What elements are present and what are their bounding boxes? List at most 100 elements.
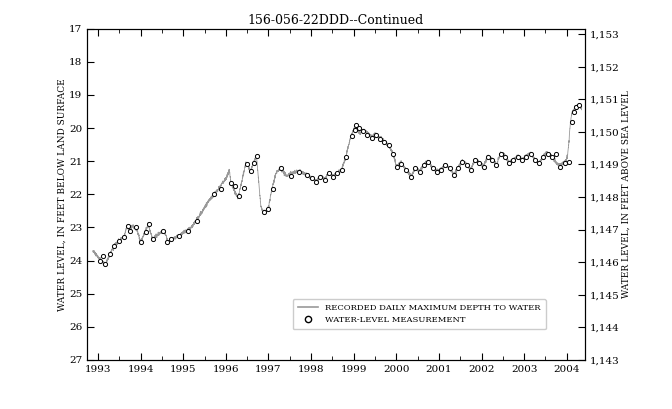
Point (508, 157, 519, 164)
Point (530, 157, 540, 164)
Point (215, 186, 226, 193)
Point (525, 150, 536, 157)
Point (302, 172, 312, 178)
Point (466, 167, 476, 173)
Point (362, 131, 373, 138)
Point (491, 162, 502, 169)
Point (311, 178, 322, 185)
Point (487, 157, 497, 164)
Point (208, 191, 219, 198)
Point (95, 257, 106, 264)
Point (366, 135, 377, 141)
Point (396, 160, 407, 167)
Point (346, 133, 357, 139)
Point (559, 160, 570, 167)
Point (444, 165, 455, 172)
Point (294, 169, 304, 175)
Point (239, 184, 249, 191)
Point (551, 150, 562, 157)
Point (423, 159, 433, 165)
Point (504, 160, 515, 167)
Title: 156-056-22DDD--Continued: 156-056-22DDD--Continued (248, 14, 424, 27)
Point (263, 206, 274, 212)
Point (375, 135, 386, 142)
Point (104, 251, 115, 257)
Point (324, 170, 335, 177)
Point (564, 159, 575, 165)
Point (259, 209, 269, 216)
Point (337, 167, 347, 173)
Point (461, 162, 472, 169)
Point (97, 252, 108, 259)
Point (566, 119, 577, 125)
Point (573, 102, 584, 109)
Point (248, 160, 259, 166)
Point (406, 174, 417, 180)
Y-axis label: WATER LEVEL, IN FEET ABOVE SEA LEVEL: WATER LEVEL, IN FEET ABOVE SEA LEVEL (622, 90, 631, 298)
Point (521, 153, 532, 160)
Point (388, 151, 398, 157)
Point (230, 183, 241, 189)
Point (546, 153, 557, 160)
Point (401, 167, 411, 174)
Point (166, 236, 177, 242)
Point (351, 122, 362, 129)
Point (124, 227, 135, 234)
Point (173, 232, 184, 239)
Point (315, 173, 326, 180)
Point (474, 160, 485, 167)
Point (478, 164, 489, 170)
Point (534, 160, 544, 167)
Point (226, 180, 237, 186)
Y-axis label: WATER LEVEL, IN FEET BELOW LAND SURFACE: WATER LEVEL, IN FEET BELOW LAND SURFACE (58, 78, 67, 311)
Point (341, 153, 351, 160)
Point (148, 236, 159, 242)
Point (100, 261, 111, 267)
Point (410, 165, 421, 172)
Point (157, 227, 168, 234)
Point (234, 193, 245, 199)
Point (555, 164, 566, 170)
Point (285, 173, 296, 179)
Legend: RECORDED DAILY MAXIMUM DEPTH TO WATER, WATER-LEVEL MEASUREMENT: RECORDED DAILY MAXIMUM DEPTH TO WATER, W… (293, 299, 546, 329)
Point (353, 125, 364, 131)
Point (435, 167, 446, 173)
Point (192, 218, 202, 224)
Point (379, 139, 390, 145)
Point (495, 150, 506, 157)
Point (453, 165, 464, 172)
Point (440, 162, 451, 169)
Point (392, 164, 403, 171)
Point (130, 224, 141, 231)
Point (499, 153, 510, 160)
Point (252, 153, 263, 160)
Point (542, 150, 553, 157)
Point (246, 168, 257, 174)
Point (482, 153, 493, 160)
Point (328, 173, 339, 180)
Point (242, 161, 253, 168)
Point (448, 172, 459, 178)
Point (140, 229, 151, 236)
Point (114, 237, 125, 244)
Point (108, 243, 119, 249)
Point (183, 227, 194, 234)
Point (517, 157, 528, 164)
Point (306, 175, 317, 182)
Point (512, 153, 523, 160)
Point (267, 186, 278, 193)
Point (419, 162, 429, 169)
Point (136, 239, 147, 245)
Point (122, 222, 133, 229)
Point (144, 221, 155, 227)
Point (319, 177, 330, 183)
Point (332, 170, 343, 177)
Point (538, 153, 548, 160)
Point (571, 104, 581, 110)
Point (431, 169, 442, 175)
Point (119, 234, 130, 240)
Point (383, 142, 394, 148)
Point (162, 239, 173, 245)
Point (370, 132, 381, 139)
Point (457, 159, 468, 165)
